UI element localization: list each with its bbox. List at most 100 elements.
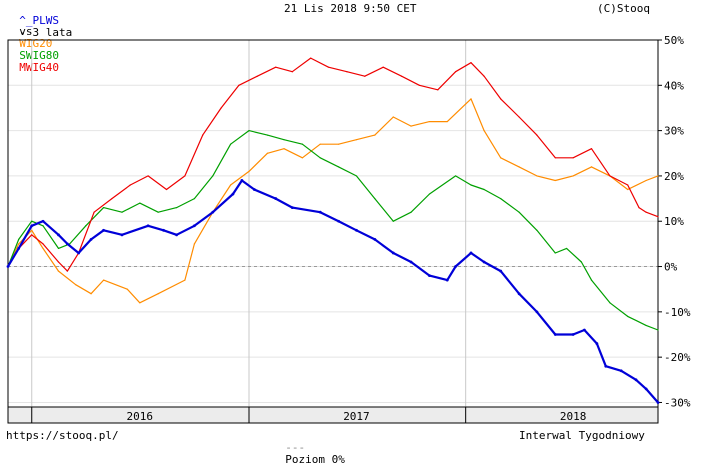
data-point-wig20: [590, 166, 593, 168]
data-point-mwig40: [184, 175, 186, 177]
data-point-swig80: [627, 315, 629, 317]
data-point-mwig40: [400, 75, 403, 77]
data-point-plws: [482, 260, 486, 264]
data-point-swig80: [392, 220, 394, 222]
data-point-mwig40: [437, 89, 439, 91]
data-point-swig80: [580, 261, 583, 263]
data-point-mwig40: [572, 157, 574, 159]
data-point-mwig40: [327, 66, 330, 68]
data-point-wig20: [554, 179, 556, 182]
data-point-swig80: [500, 197, 502, 200]
ticker-symbol: ^_PLWS: [19, 14, 59, 27]
data-point-wig20: [31, 229, 33, 231]
footer-interval: Interwal Tygodniowy: [519, 429, 645, 442]
data-point-mwig40: [111, 197, 113, 200]
data-point-plws: [499, 269, 503, 273]
data-point-plws: [65, 242, 69, 246]
data-point-wig20: [319, 143, 321, 145]
data-point-swig80: [338, 166, 340, 168]
data-point-plws: [337, 219, 341, 223]
data-point-swig80: [410, 211, 412, 213]
data-point-plws: [619, 369, 623, 373]
data-point-wig20: [483, 130, 485, 132]
data-point-swig80: [554, 252, 556, 254]
data-point-plws: [192, 224, 196, 228]
data-point-wig20: [57, 270, 60, 272]
data-point-plws: [162, 228, 165, 232]
data-point-plws: [252, 188, 256, 191]
data-point-mwig40: [645, 211, 647, 213]
data-point-plws: [553, 333, 557, 336]
data-point-plws: [17, 247, 21, 250]
data-point-swig80: [212, 175, 214, 177]
legend-swig80: SWIG80: [19, 49, 59, 62]
y-tick-label: -10%: [664, 306, 691, 319]
level-label: Poziom 0%: [285, 453, 345, 466]
data-point-plws: [391, 251, 395, 255]
data-point-plws: [6, 265, 10, 268]
data-point-wig20: [572, 175, 574, 177]
data-point-wig20: [266, 152, 269, 154]
data-point-wig20: [470, 98, 472, 100]
data-point-wig20: [374, 134, 376, 136]
data-point-mwig40: [129, 184, 131, 186]
data-point-swig80: [283, 139, 285, 141]
data-point-mwig40: [536, 134, 538, 136]
data-point-wig20: [428, 120, 431, 123]
series-line-plws: [7, 179, 659, 404]
data-point-wig20: [90, 293, 92, 295]
data-point-plws: [604, 364, 608, 368]
data-point-wig20: [301, 157, 304, 159]
copyright: (C)Stooq: [597, 2, 650, 15]
data-point-swig80: [31, 220, 33, 222]
data-point-wig20: [75, 284, 77, 286]
data-point-swig80: [645, 324, 647, 327]
year-strip: [7, 406, 659, 424]
data-point-mwig40: [470, 62, 472, 64]
data-point-plws: [175, 233, 178, 237]
data-point-plws: [77, 251, 81, 255]
legend-mwig40: MWIG40: [19, 61, 59, 74]
data-point-swig80: [536, 229, 538, 231]
data-point-mwig40: [93, 211, 95, 213]
data-point-mwig40: [147, 175, 149, 177]
data-point-mwig40: [500, 98, 502, 100]
data-point-mwig40: [57, 261, 60, 263]
data-point-wig20: [42, 247, 44, 250]
data-point-mwig40: [31, 234, 33, 236]
data-point-swig80: [657, 329, 659, 331]
data-point-mwig40: [590, 148, 593, 150]
data-point-wig20: [139, 302, 141, 304]
y-tick-label: -20%: [664, 351, 691, 364]
data-point-plws: [290, 206, 294, 210]
data-point-plws: [120, 233, 124, 237]
y-tick-label: 40%: [664, 79, 684, 92]
data-point-plws: [102, 228, 105, 232]
data-point-mwig40: [275, 66, 277, 68]
footer-url[interactable]: https://stooq.pl/: [6, 429, 119, 442]
data-point-plws: [373, 237, 377, 241]
data-point-wig20: [157, 293, 159, 295]
data-point-swig80: [157, 211, 159, 213]
data-point-mwig40: [66, 270, 68, 272]
y-tick-label: 10%: [664, 215, 684, 228]
data-point-wig20: [518, 166, 520, 168]
data-point-wig20: [410, 125, 412, 127]
vs-label: vs: [19, 25, 33, 38]
data-point-mwig40: [220, 107, 222, 109]
data-point-plws: [41, 219, 45, 223]
data-point-mwig40: [165, 188, 168, 191]
y-tick-label: -30%: [664, 396, 691, 409]
data-point-plws: [535, 310, 539, 314]
data-point-mwig40: [627, 184, 629, 186]
data-point-plws: [274, 197, 278, 200]
data-point-wig20: [230, 184, 232, 186]
data-point-plws: [582, 328, 586, 332]
data-point-mwig40: [554, 157, 556, 159]
y-tick-label: 50%: [664, 34, 684, 47]
data-point-mwig40: [310, 57, 312, 59]
data-point-swig80: [301, 143, 304, 145]
data-point-swig80: [230, 143, 232, 145]
data-point-mwig40: [346, 71, 348, 73]
data-point-wig20: [193, 243, 195, 245]
